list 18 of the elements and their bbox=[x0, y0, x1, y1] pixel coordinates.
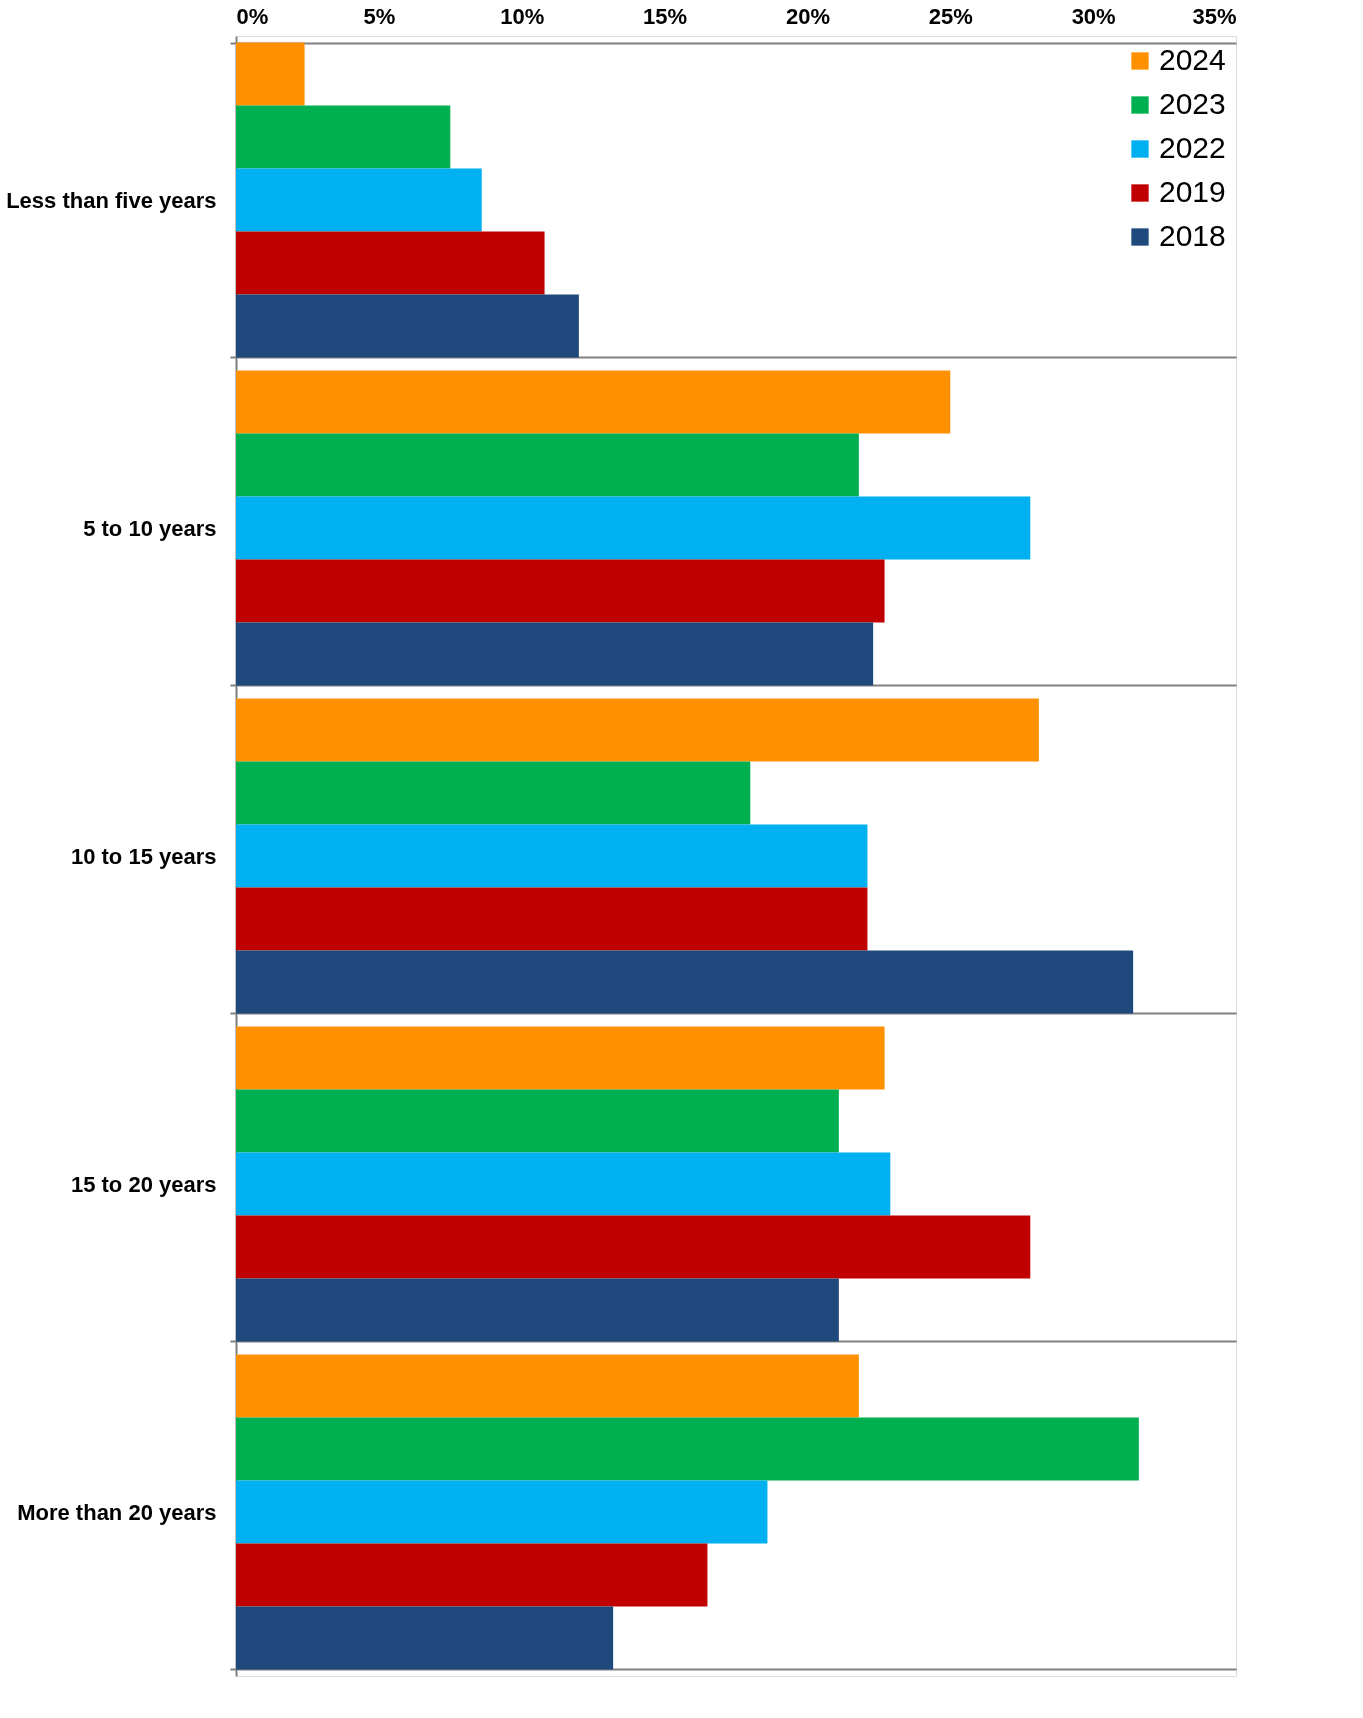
y-tick-label: 5 to 10 years bbox=[83, 515, 217, 541]
y-tick-label: 15 to 20 years bbox=[70, 1171, 217, 1197]
y-tick-label: More than 20 years bbox=[17, 1499, 217, 1525]
x-tick-label: 10% bbox=[500, 3, 545, 29]
y-tick-label: 10 to 15 years bbox=[70, 843, 217, 869]
x-tick-label: 20% bbox=[785, 3, 830, 29]
legend-label: 2022 bbox=[1159, 131, 1226, 164]
x-tick-label: 30% bbox=[1071, 3, 1116, 29]
legend-label: 2024 bbox=[1159, 43, 1226, 76]
x-tick-label: 0% bbox=[236, 3, 269, 29]
x-tick-label: 35% bbox=[1192, 3, 1237, 29]
x-tick-label: 25% bbox=[928, 3, 973, 29]
legend-label: 2023 bbox=[1159, 87, 1226, 120]
legend-label: 2019 bbox=[1159, 175, 1226, 208]
x-tick-label: 5% bbox=[363, 3, 396, 29]
legend-label: 2018 bbox=[1159, 219, 1226, 252]
y-tick-label: Less than five years bbox=[6, 187, 217, 213]
x-tick-label: 15% bbox=[643, 3, 688, 29]
